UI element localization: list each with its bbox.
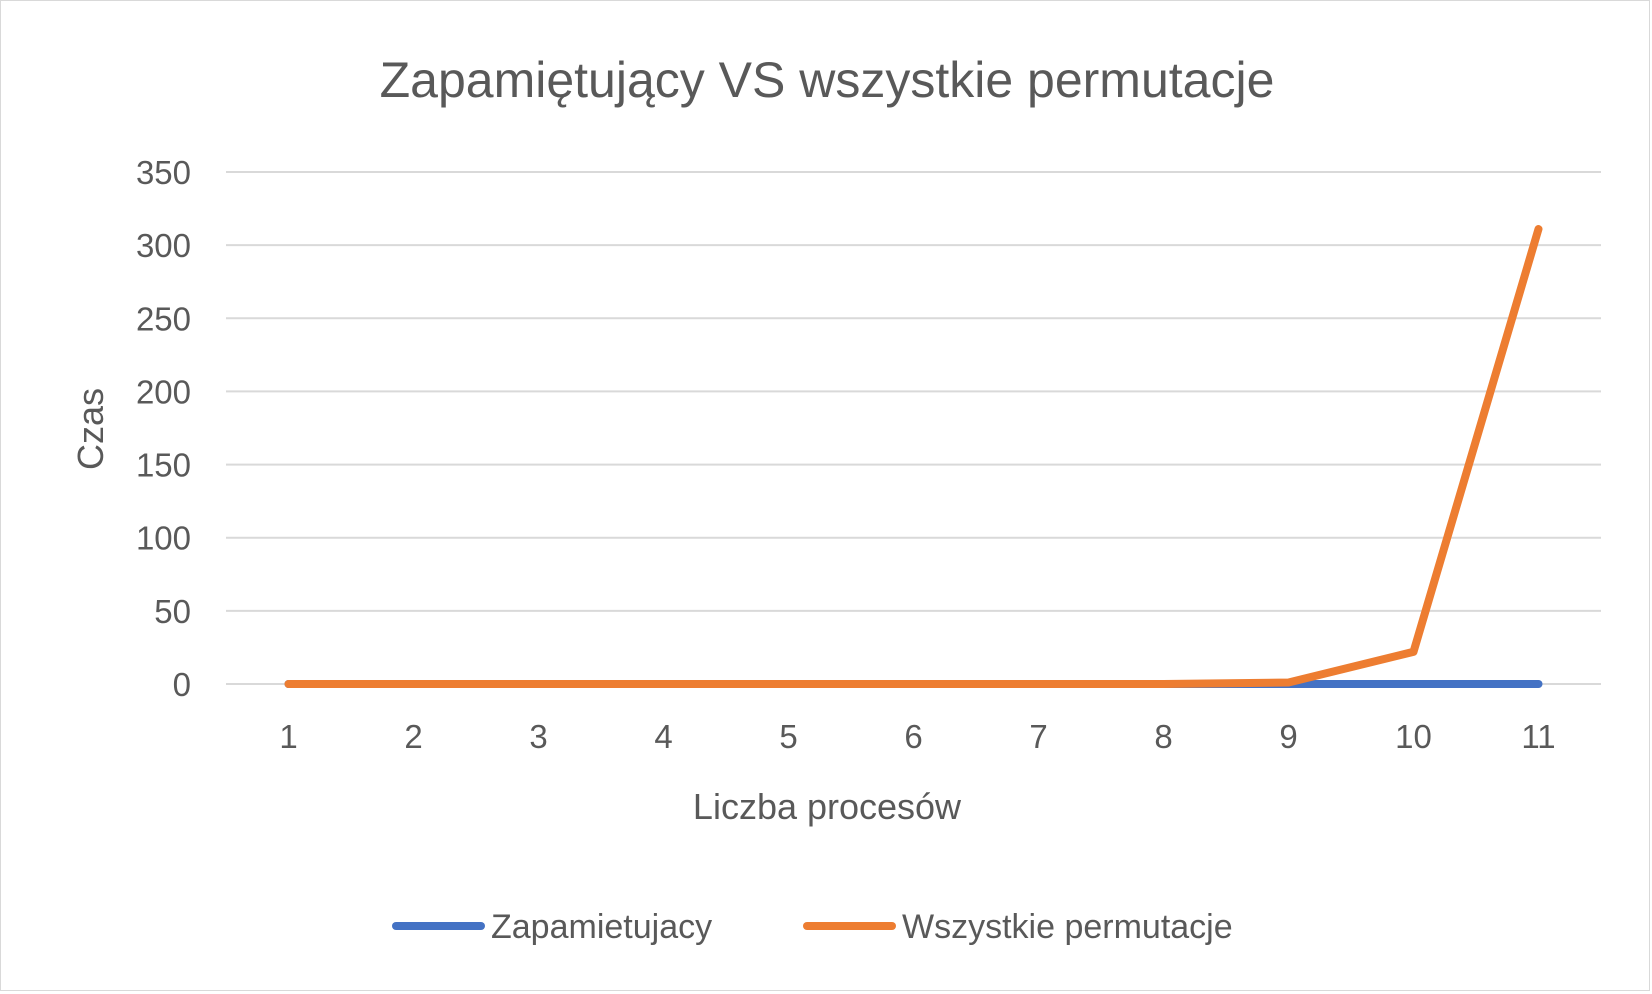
gridlines [226,171,1601,685]
legend-label-0: Zapamietujacy [491,908,712,946]
y-tick-label-150: 150 [136,447,191,484]
x-tick-label-11: 11 [1521,718,1555,755]
x-tick-label-5: 5 [779,718,797,755]
y-axis-title: Czas [70,388,111,470]
series-line-1 [284,225,1543,688]
y-tick-label-50: 50 [154,593,191,630]
x-axis-title: Liczba procesów [693,786,962,827]
y-tick-labels: 0 50 100 150 200 250 300 350 [136,154,191,703]
y-tick-label-300: 300 [136,227,191,264]
x-tick-label-10: 10 [1395,718,1432,755]
x-tick-label-6: 6 [904,718,922,755]
legend: Zapamietujacy Wszystkie permutacje [392,908,1233,946]
y-tick-label-200: 200 [136,373,191,410]
x-tick-label-2: 2 [404,718,422,755]
x-tick-label-3: 3 [529,718,547,755]
x-tick-labels: 1 2 3 4 5 6 7 8 9 10 11 [279,718,1555,755]
series-lines [284,225,1543,688]
y-tick-label-100: 100 [136,520,191,557]
y-tick-label-0: 0 [173,666,191,703]
x-tick-label-1: 1 [279,718,297,755]
chart-title: Zapamiętujący VS wszystkie permutacje [380,52,1275,108]
y-tick-label-250: 250 [136,300,191,337]
x-tick-label-4: 4 [654,718,672,755]
x-tick-label-7: 7 [1029,718,1047,755]
x-tick-label-8: 8 [1154,718,1172,755]
x-tick-label-9: 9 [1279,718,1297,755]
legend-label-1: Wszystkie permutacje [902,908,1233,946]
y-tick-label-350: 350 [136,154,191,191]
